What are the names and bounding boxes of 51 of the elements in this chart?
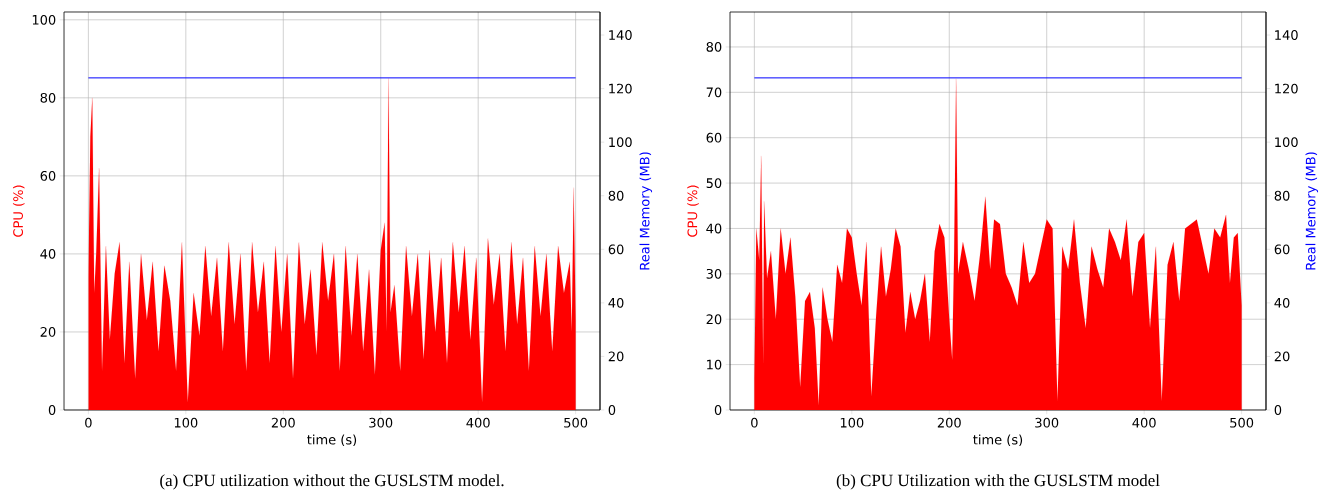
y-tick-label: 60 — [40, 170, 56, 181]
y2-tick-label: 60 — [1274, 244, 1290, 255]
y-tick-label: 50 — [706, 178, 722, 189]
y-tick-label: 80 — [40, 92, 56, 103]
y2-axis-title: Real Memory (MB) — [639, 152, 653, 270]
y-tick-label: 80 — [706, 42, 722, 52]
y-tick-label: 40 — [40, 249, 56, 259]
y2-tick-label: 120 — [1275, 83, 1298, 94]
y2-tick-label: 40 — [608, 297, 624, 308]
y2-tick-label: 0 — [608, 405, 616, 415]
y-tick-label: 40 — [706, 223, 722, 234]
y-tick-label: 20 — [40, 327, 56, 337]
text: (a) CPU utilization without the GUSLSTM model. — [160, 474, 504, 490]
text: (b) CPU Utilization with the GUSLSTM model — [836, 474, 1160, 490]
y-axis-title: CPU (%) — [12, 185, 25, 237]
x-tick-label: 300 — [1035, 417, 1059, 428]
y2-tick-label: 140 — [609, 30, 632, 40]
y2-tick-label: 20 — [608, 351, 624, 362]
x-axis-title: time (s) — [307, 434, 357, 447]
y2-axis-title: Real Memory (MB) — [1305, 152, 1319, 270]
y2-tick-label: 80 — [1274, 190, 1290, 201]
x-axis-title: time (s) — [973, 434, 1023, 447]
y-tick-label: 10 — [707, 359, 722, 370]
x-tick-label: 100 — [840, 417, 864, 428]
y-tick-label: 60 — [706, 132, 722, 143]
x-tick-label: 200 — [937, 417, 961, 428]
x-tick-label: 500 — [564, 417, 588, 428]
y-tick-label: 100 — [32, 14, 56, 25]
y2-tick-label: 20 — [1274, 351, 1290, 362]
y-tick-label: 70 — [706, 87, 722, 98]
y2-tick-label: 140 — [1275, 30, 1298, 40]
y2-tick-label: 0 — [1274, 405, 1282, 415]
y2-tick-label: 100 — [609, 137, 632, 148]
y2-tick-label: 120 — [609, 83, 632, 94]
y2-tick-label: 80 — [608, 190, 624, 201]
y2-tick-label: 40 — [1274, 297, 1290, 308]
y-tick-label: 0 — [714, 405, 722, 415]
x-tick-label: 400 — [466, 417, 490, 428]
y-axis-title: CPU (%) — [687, 185, 699, 237]
x-tick-label: 100 — [174, 417, 198, 428]
x-tick-label: 300 — [369, 417, 393, 428]
x-tick-label: 400 — [1132, 417, 1156, 428]
y-tick-label: 20 — [706, 314, 722, 325]
y2-tick-label: 100 — [1275, 137, 1298, 148]
x-tick-label: 0 — [85, 417, 92, 428]
x-tick-label: 200 — [271, 417, 295, 428]
y-tick-label: 30 — [706, 268, 722, 279]
x-tick-label: 500 — [1230, 417, 1254, 428]
x-tick-label: 0 — [751, 417, 758, 428]
y-tick-label: 0 — [48, 405, 56, 415]
y2-tick-label: 60 — [608, 244, 624, 255]
